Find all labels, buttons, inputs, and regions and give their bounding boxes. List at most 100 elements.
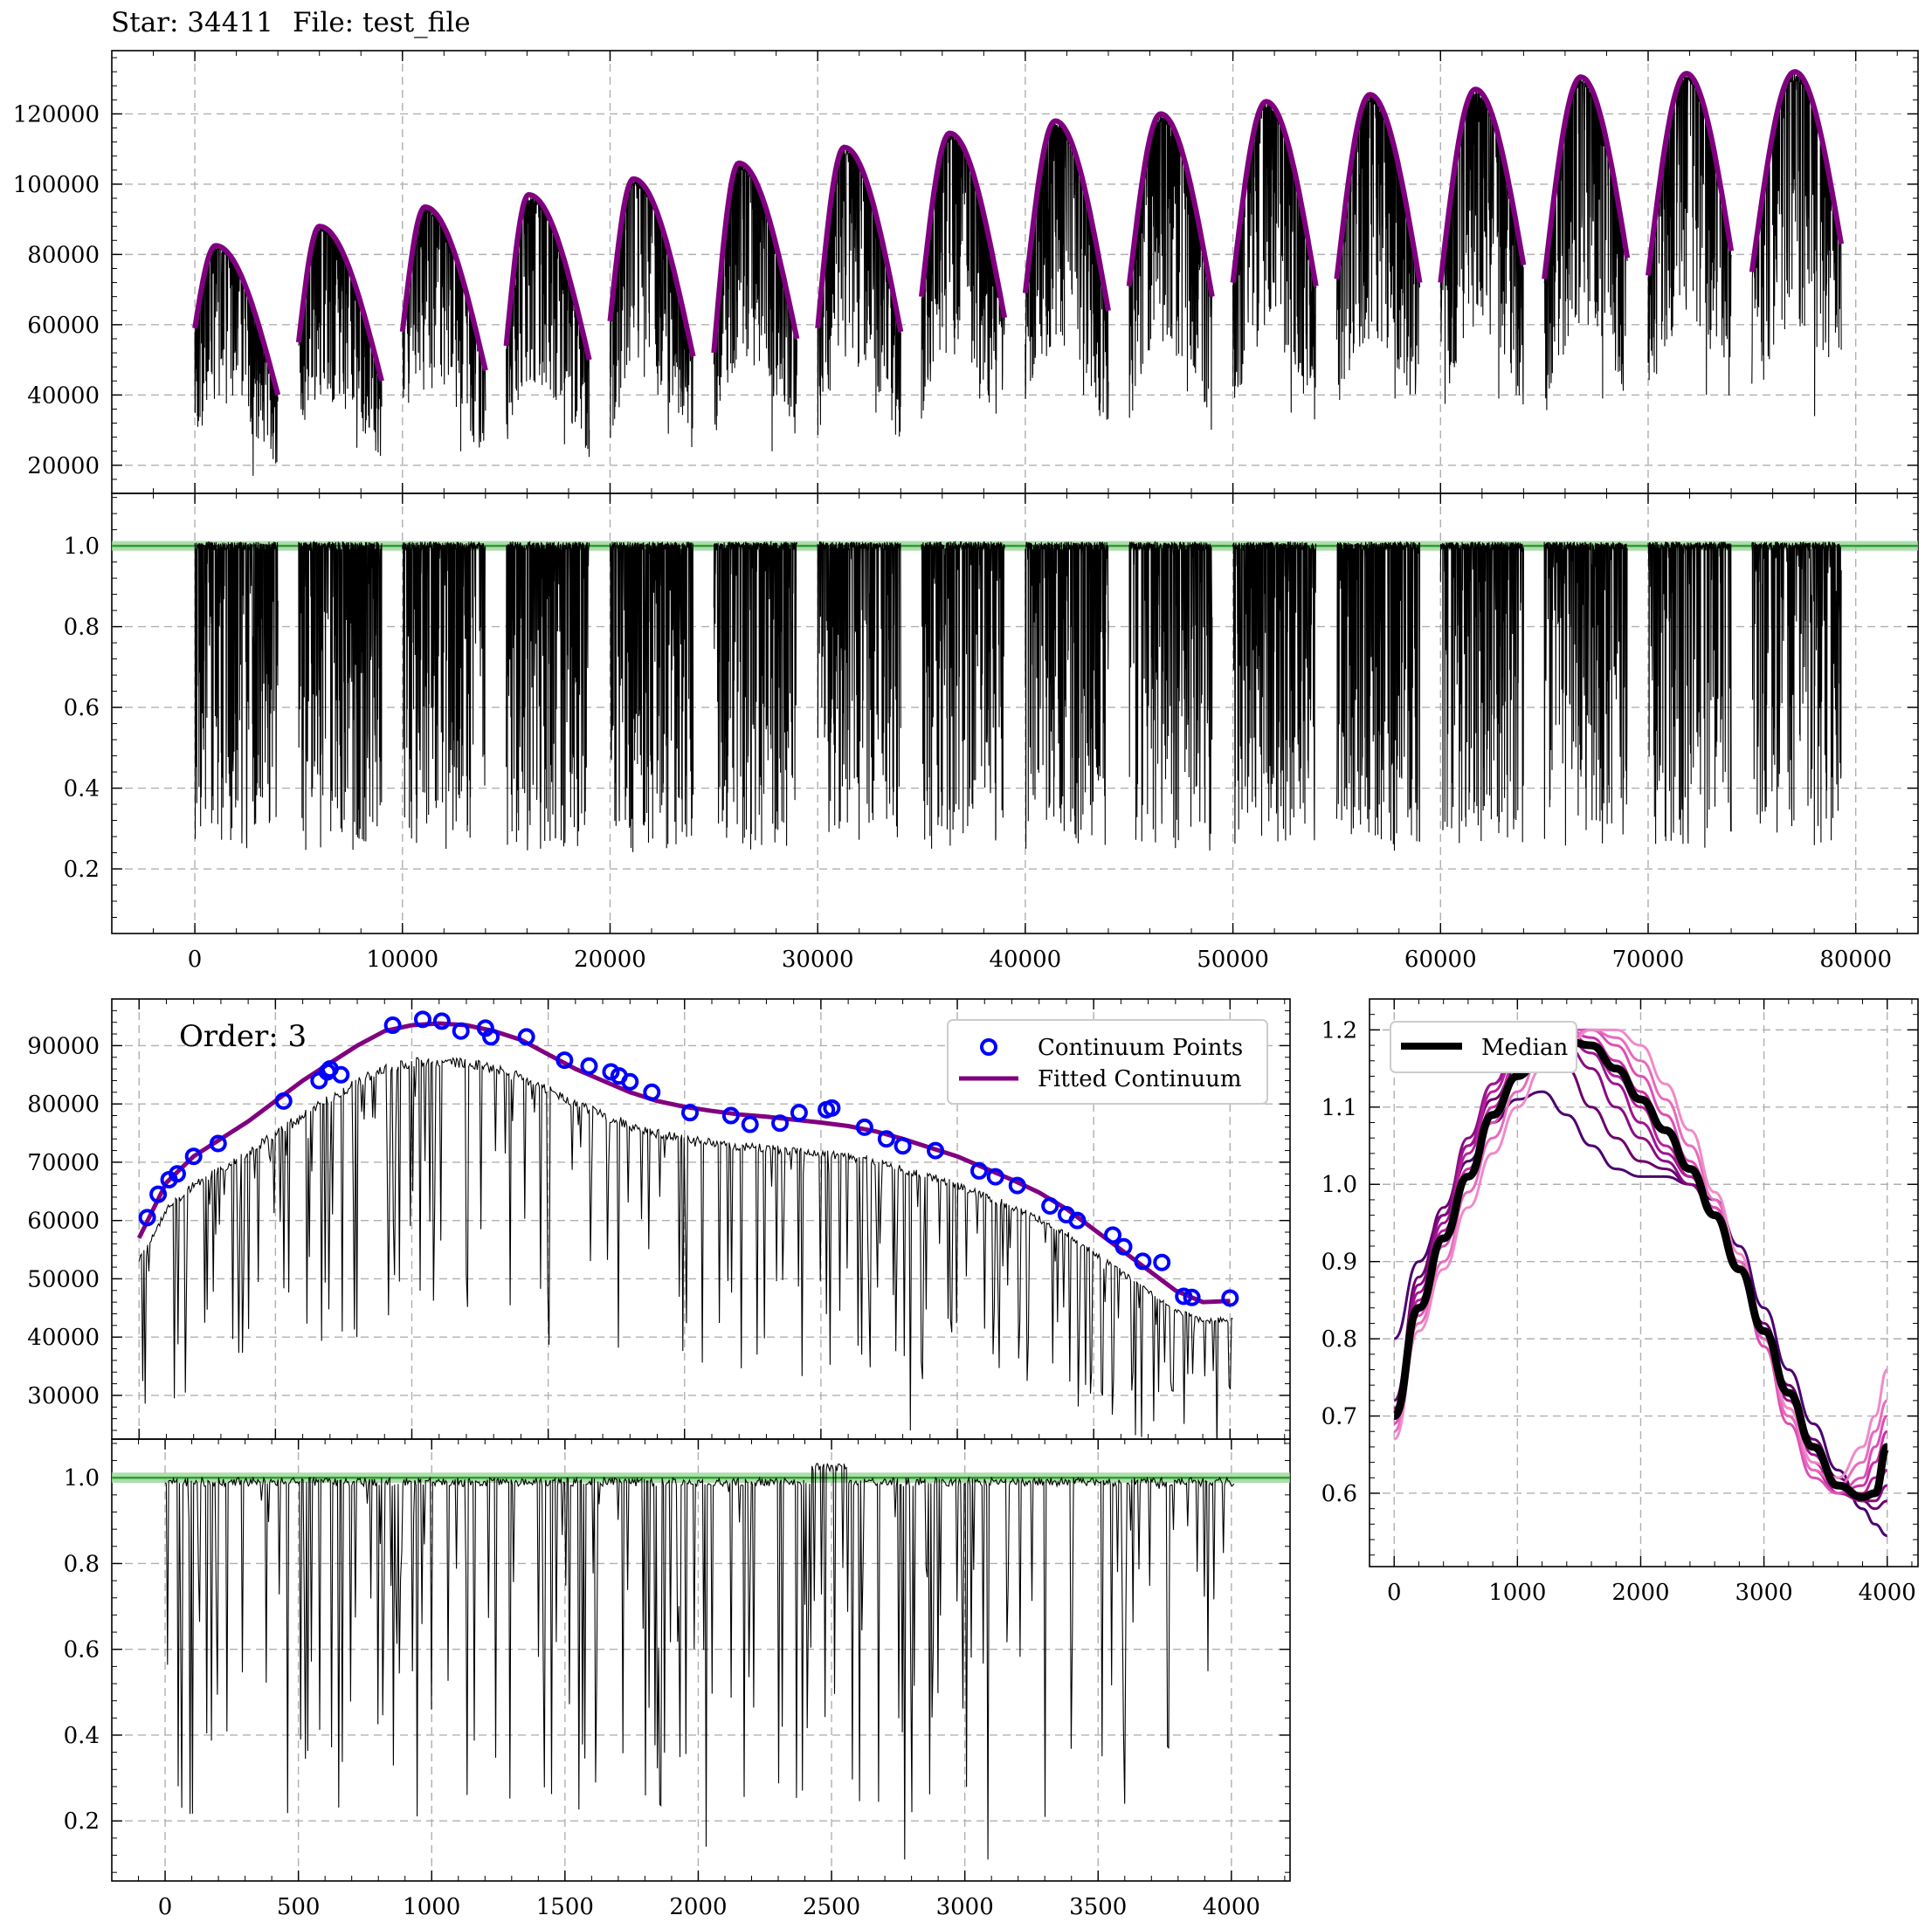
blaze-shapes-xtick-label-3: 3000 xyxy=(1735,1580,1793,1606)
full-normalized-ytick-label-0: 0.2 xyxy=(64,857,100,883)
full-normalized-ytick-label-3: 0.8 xyxy=(64,615,100,641)
continuum-point xyxy=(413,1010,431,1029)
chart-layer: 200004000060000800001000001200000.20.40.… xyxy=(13,50,1919,1920)
full-raw-spectrum-order-15 xyxy=(1751,72,1842,417)
continuum-point xyxy=(970,1161,989,1180)
blaze-shapes-ytick-label-6: 1.2 xyxy=(1321,1017,1357,1044)
order-annotation: Order: 3 xyxy=(179,1019,307,1054)
full-normalized-xtick-label-0: 0 xyxy=(188,947,203,973)
blaze-shapes-xtick-label-4: 4000 xyxy=(1859,1580,1916,1606)
continuum-point xyxy=(209,1134,227,1153)
full-raw-ytick-label-1: 40000 xyxy=(27,382,100,409)
full-raw-ytick-label-0: 20000 xyxy=(27,453,100,479)
continuum-point xyxy=(555,1051,574,1070)
order-normalized-ytick-label-3: 0.8 xyxy=(64,1551,100,1577)
order-normalized-xtick-label-7: 3500 xyxy=(1069,1894,1127,1920)
full-normalized-ytick-label-2: 0.6 xyxy=(64,695,100,721)
continuum-point xyxy=(383,1016,402,1035)
full-normalized-xtick-label-7: 70000 xyxy=(1612,947,1685,973)
full-raw-continuum-order-10 xyxy=(1230,99,1319,287)
order-normalized-ytick-label-2: 0.6 xyxy=(64,1637,100,1664)
order-normalized-xtick-label-6: 3000 xyxy=(936,1894,994,1920)
order-normalized-ytick-label-1: 0.4 xyxy=(64,1723,100,1749)
continuum-point xyxy=(823,1099,841,1117)
full-raw-continuum-order-7 xyxy=(919,130,1008,319)
continuum-point xyxy=(149,1185,168,1203)
continuum-point xyxy=(138,1209,156,1227)
full-raw-spectrum-order-9 xyxy=(1128,115,1213,431)
continuum-point xyxy=(1008,1176,1026,1195)
order-normalized-frame xyxy=(111,1438,1291,1882)
continuum-point xyxy=(621,1072,639,1091)
order-legend-box xyxy=(947,1019,1268,1105)
continuum-point xyxy=(721,1106,740,1125)
continuum-point xyxy=(168,1165,186,1183)
continuum-point xyxy=(894,1137,912,1155)
full-normalized-ytick-label-4: 1.0 xyxy=(64,534,100,560)
full-raw-continuum-order-5 xyxy=(711,160,800,354)
continuum-point xyxy=(927,1141,945,1160)
full-raw-continuum-order-2 xyxy=(399,204,488,371)
blaze-shapes-ytick-label-0: 0.6 xyxy=(1321,1481,1357,1507)
full-normalized-xtick-label-4: 40000 xyxy=(990,947,1062,973)
full-normalized-spectrum-order-6 xyxy=(817,541,901,840)
legend-marker-continuum-points xyxy=(980,1038,997,1056)
blaze-shapes-xtick-label-0: 0 xyxy=(1387,1580,1402,1606)
order-normalized-spectrum xyxy=(164,1463,1235,1860)
continuum-point xyxy=(1175,1287,1193,1306)
full-normalized-xtick-label-8: 80000 xyxy=(1819,947,1892,973)
continuum-point xyxy=(1153,1253,1171,1271)
continuum-point xyxy=(741,1115,759,1133)
order-raw-ytick-label-5: 80000 xyxy=(27,1092,100,1118)
continuum-point xyxy=(1068,1211,1087,1230)
legend-label-continuum-points: Continuum Points xyxy=(1038,1035,1243,1061)
full-raw-spectrum-order-12 xyxy=(1439,89,1524,405)
full-raw-continuum-order-8 xyxy=(1022,118,1111,312)
order-raw-spectrum xyxy=(138,1057,1233,1439)
full-normalized-spectrum-order-1 xyxy=(298,540,383,851)
continuum-point xyxy=(580,1057,598,1075)
continuum-point xyxy=(681,1104,700,1122)
full-raw-spectrum-order-0 xyxy=(194,245,279,476)
blaze-shapes-xtick-label-2: 2000 xyxy=(1611,1580,1669,1606)
full-raw-continuum-order-14 xyxy=(1646,71,1735,276)
blaze-shapes-ytick-label-5: 1.1 xyxy=(1321,1095,1357,1121)
full-normalized-ytick-label-1: 0.4 xyxy=(64,776,100,803)
blaze-curve-0 xyxy=(1393,1090,1888,1538)
full-raw-spectrum-order-6 xyxy=(817,147,901,437)
continuum-point xyxy=(274,1092,293,1110)
full-raw-continuum-order-15 xyxy=(1749,69,1845,272)
full-normalized-spectrum-order-10 xyxy=(1232,541,1317,844)
continuum-point xyxy=(771,1114,790,1133)
full-normalized-xtick-label-2: 20000 xyxy=(574,947,646,973)
continuum-point xyxy=(1041,1196,1059,1215)
order-raw-ytick-label-1: 40000 xyxy=(27,1325,100,1351)
full-normalized-spectrum-order-15 xyxy=(1751,541,1842,845)
blaze-curve-3 xyxy=(1393,1036,1888,1503)
full-raw-continuum-order-9 xyxy=(1126,111,1215,298)
full-normalized-xtick-label-5: 50000 xyxy=(1197,947,1269,973)
order-normalized-xtick-label-2: 1000 xyxy=(403,1894,460,1920)
full-raw-continuum-order-6 xyxy=(815,144,904,333)
full-raw-ytick-label-3: 80000 xyxy=(27,242,100,268)
continuum-point xyxy=(1114,1237,1133,1256)
star-label: Star: 34411 xyxy=(111,7,273,38)
full-normalized-xtick-label-1: 10000 xyxy=(366,947,438,973)
full-normalized-axes: 0.2 0.4 0.6 0.8 1.0 0 10000 20000 30000 40000 5000… xyxy=(64,493,1919,973)
order-normalized-axes: 0.2 0.4 0.6 0.8 1.0 0 500 1000 1500 2000 2500 3000 3… xyxy=(64,1438,1291,1920)
file-label: File: test_file xyxy=(293,7,471,38)
full-normalized-spectrum-order-4 xyxy=(609,541,694,852)
continuum-point xyxy=(517,1028,535,1046)
full-raw-continuum-order-4 xyxy=(607,176,696,357)
order-normalized-xtick-label-8: 4000 xyxy=(1203,1894,1260,1920)
full-raw-continuum-order-12 xyxy=(1438,86,1527,283)
continuum-point xyxy=(432,1012,451,1030)
order-raw-ytick-label-3: 60000 xyxy=(27,1209,100,1235)
full-raw-continuum-order-13 xyxy=(1542,74,1631,279)
order-normalized-xtick-label-5: 2500 xyxy=(803,1894,860,1920)
blaze-shapes-axes: 0.6 0.7 0.8 0.9 1.0 1.1 1.2 0 1000 2000 3000 4000 xyxy=(1321,998,1919,1606)
order-raw-ytick-label-2: 50000 xyxy=(27,1266,100,1292)
continuum-point xyxy=(790,1104,808,1122)
full-raw-continuum-order-3 xyxy=(503,191,592,361)
